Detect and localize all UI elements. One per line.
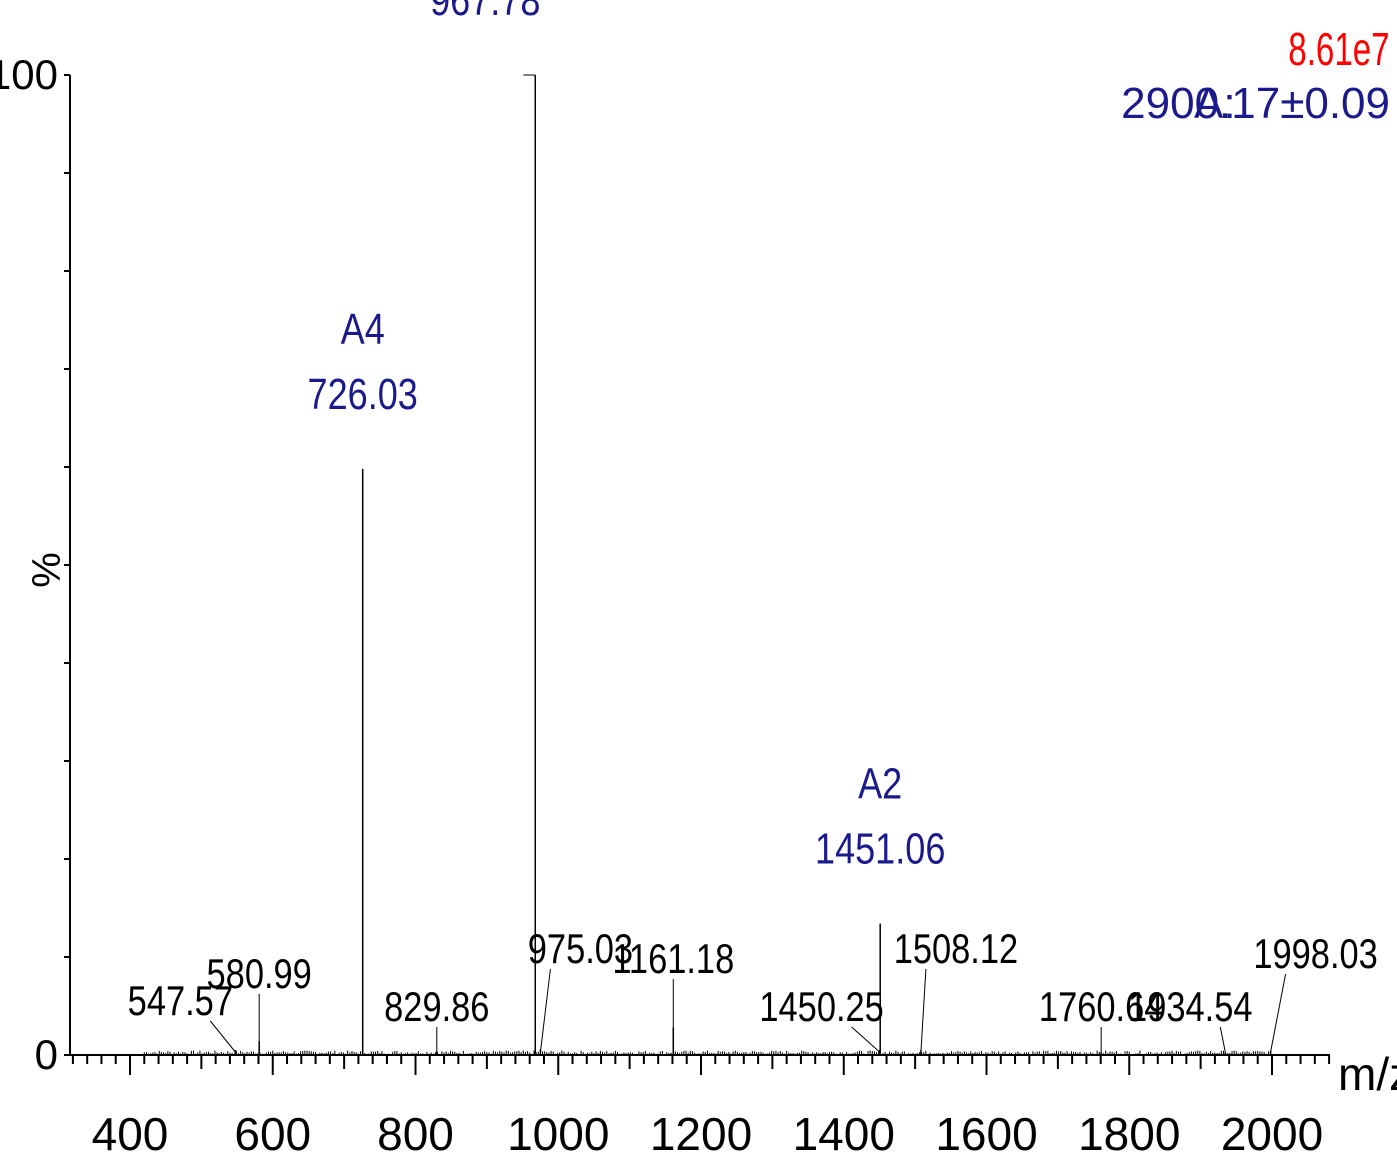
peaks: [234, 75, 1272, 1055]
intensity-label: 8.61e7: [1288, 25, 1389, 75]
peak-mz-label: 975.03: [528, 926, 633, 973]
peak-mz-label: 580.99: [207, 951, 312, 998]
peak-leader: [539, 968, 551, 1053]
x-tick-label: 400: [92, 1108, 169, 1160]
x-axis-label: m/z: [1338, 1048, 1397, 1100]
baseline-noise: [143, 1050, 1272, 1055]
peak-mz-label: 1450.25: [759, 984, 883, 1031]
peak-mz-label: 967.78: [430, 0, 540, 25]
x-tick-label: 600: [234, 1108, 311, 1160]
axes: 0 100 400 600 800 1000 1200 1400 1600 1800 2000: [0, 51, 1331, 1160]
y-tick-label: 0: [35, 1031, 58, 1078]
peak-mz-label: 1161.18: [612, 936, 734, 983]
peak-leader: [1219, 1026, 1226, 1053]
y-axis-label: %: [25, 552, 69, 588]
peak-mz-label: 547.57: [128, 978, 233, 1025]
x-tick-label: 1000: [507, 1108, 609, 1160]
deconvoluted-mass-prefix: A:: [1194, 79, 1236, 128]
peak-leader: [1270, 973, 1287, 1053]
deconvoluted-mass-value: 2900.17±0.09: [1121, 79, 1390, 128]
y-tick-label: 100: [0, 51, 58, 98]
peak-labels: 726.03A4967.78A31451.06A2547.57580.99829…: [128, 0, 1378, 1053]
peak-leader: [209, 1020, 236, 1053]
x-tick-label: 1200: [650, 1108, 752, 1160]
peak-ion-label: A4: [341, 305, 385, 354]
x-tick-label: 2000: [1221, 1108, 1323, 1160]
x-tick-label: 800: [377, 1108, 454, 1160]
peak-leader: [920, 968, 927, 1053]
peak-mz-label: 1508.12: [894, 926, 1018, 973]
x-tick-label: 1600: [935, 1108, 1037, 1160]
peak-leader: [851, 1026, 880, 1053]
x-tick-label: 1400: [793, 1108, 895, 1160]
peak-mz-label: 726.03: [308, 370, 418, 419]
peak-mz-label: 1760.64: [1039, 984, 1163, 1031]
peak-mz-label: 1934.54: [1128, 984, 1252, 1031]
x-tick-label: 1800: [1078, 1108, 1180, 1160]
peak-mz-label: 829.86: [384, 984, 489, 1031]
peak-mz-label: 1451.06: [815, 824, 945, 873]
peak-ion-label: A2: [858, 759, 902, 808]
peak-mz-label: 1998.03: [1253, 931, 1377, 978]
